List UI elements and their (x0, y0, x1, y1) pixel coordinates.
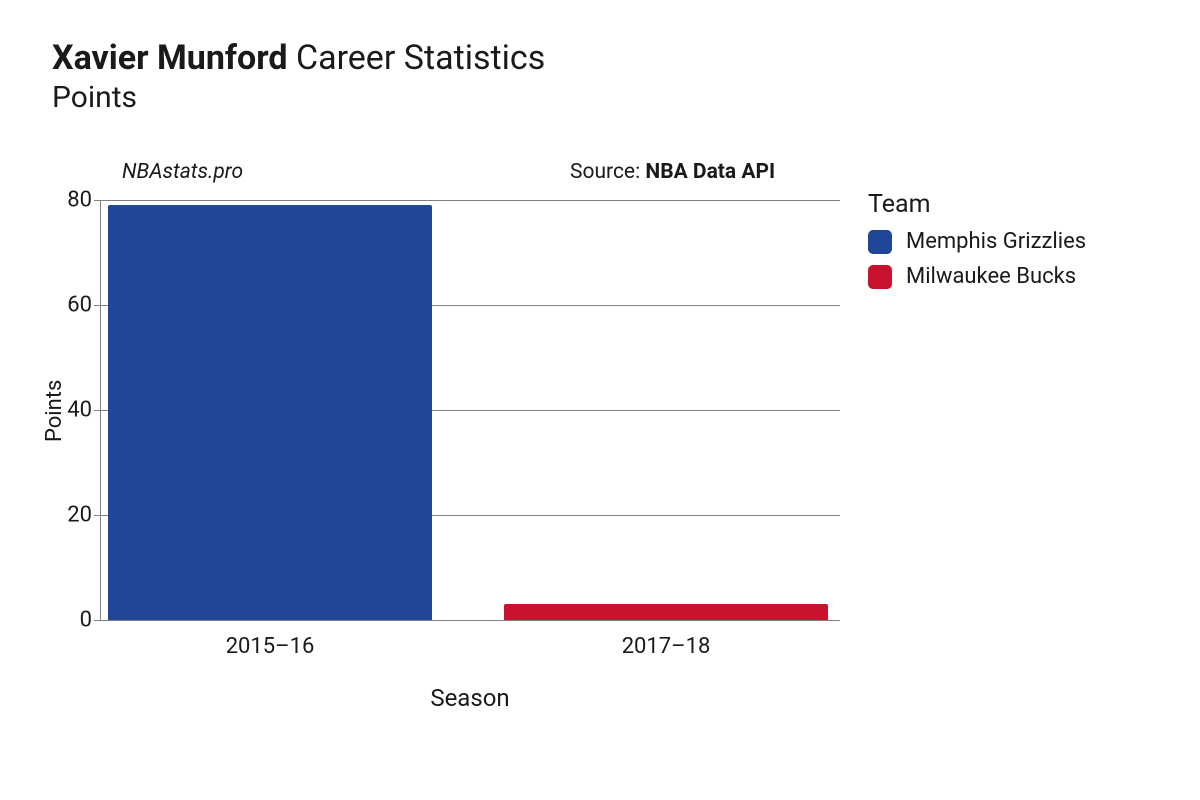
y-tick-label: 60 (52, 293, 92, 318)
y-tick-mark (94, 620, 100, 621)
legend-title: Team (868, 190, 1086, 219)
y-tick-label: 80 (52, 188, 92, 213)
y-tick-label: 0 (52, 608, 92, 633)
legend: Team Memphis Grizzlies Milwaukee Bucks (868, 190, 1086, 299)
plot-area (100, 200, 840, 620)
credit-source-name: NBA Data API (645, 160, 775, 184)
legend-label: Memphis Grizzlies (906, 229, 1086, 254)
x-axis-title: Season (430, 684, 509, 712)
y-tick-mark (94, 410, 100, 411)
y-tick-label: 20 (52, 503, 92, 528)
chart-title-suffix: Career Statistics (288, 38, 546, 78)
x-tick-label: 2017–18 (622, 634, 711, 659)
credit-source: Source: NBA Data API (570, 160, 775, 184)
bar (504, 604, 828, 620)
chart-canvas: Xavier Munford Career Statistics Points … (0, 0, 1200, 800)
chart-title-block: Xavier Munford Career Statistics Points (52, 38, 545, 115)
y-axis-title: Points (42, 380, 67, 442)
legend-swatch (868, 230, 892, 254)
chart-title: Xavier Munford Career Statistics (52, 38, 545, 78)
legend-item: Milwaukee Bucks (868, 264, 1086, 289)
chart-subtitle: Points (52, 80, 545, 115)
gridline (100, 620, 840, 621)
legend-items: Memphis Grizzlies Milwaukee Bucks (868, 229, 1086, 289)
x-tick-label: 2015–16 (226, 634, 315, 659)
gridline (100, 200, 840, 201)
y-tick-mark (94, 200, 100, 201)
y-tick-mark (94, 515, 100, 516)
legend-item: Memphis Grizzlies (868, 229, 1086, 254)
bar (108, 205, 432, 620)
credit-source-prefix: Source: (570, 160, 645, 184)
credit-site: NBAstats.pro (122, 160, 243, 184)
y-tick-mark (94, 305, 100, 306)
legend-label: Milwaukee Bucks (906, 264, 1076, 289)
chart-title-name: Xavier Munford (52, 38, 288, 78)
legend-swatch (868, 265, 892, 289)
